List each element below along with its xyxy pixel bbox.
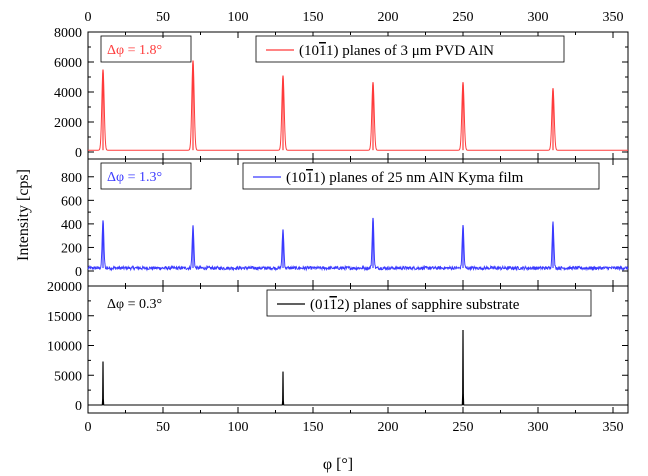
x-axis-label: φ [°] [323,456,353,473]
y-tick-label: 200 [61,241,82,256]
legend-label: (1011) planes of 3 μm PVD AlN [299,43,494,59]
legend-label-part: 1) planes of 25 nm AlN Kyma film [313,170,524,186]
legend-label: (0112) planes of sapphire substrate [310,297,520,313]
y-tick-label: 5000 [54,369,82,384]
series-line-pvd [88,60,628,151]
annotation-box [100,35,192,63]
legend-label-part: 2) planes of sapphire substrate [337,297,520,313]
series-line-kyma [87,217,629,272]
y-tick-label: 20000 [47,280,82,295]
legend-label-part: 1) planes of 3 μm PVD AlN [326,43,494,59]
y-tick-label: 0 [75,146,82,161]
panel-pvd: 0 2000 4000 6000 8000 Δφ = 1.8° (1011) planes … [54,26,629,161]
panel-kyma: 0 200 400 600 800 Δφ = 1.3° (1011) planes of 2… [61,158,629,287]
legend-label-part: (10 [299,43,319,59]
legend-label-part: (10 [286,170,306,186]
y-tick-label: 600 [61,194,82,209]
legend-label-overbar-digit: 1 [306,170,313,186]
x-tick-label-top: 0 [85,10,92,25]
x-tick-label-top: 100 [228,10,249,25]
legend-label-overbar-digit: 1 [329,297,337,313]
y-tick-label: 15000 [47,310,82,325]
y-axis-label: Intensity [cps] [15,169,32,261]
delta-phi-annotation: Δφ = 0.3° [107,297,162,312]
annotation-box [100,162,192,190]
y-tick-label: 4000 [54,86,82,101]
y-tick-label: 2000 [54,116,82,131]
y-tick-label: 0 [75,399,82,414]
x-tick-label-bottom: 100 [228,420,249,435]
delta-phi-annotation: Δφ = 1.3° [107,170,162,185]
y-tick-label: 0 [75,265,82,280]
x-tick-label-top: 150 [303,10,324,25]
x-tick-label-bottom: 300 [528,420,549,435]
legend-box [242,162,600,190]
y-tick-label: 6000 [54,56,82,71]
x-tick-label-top: 50 [156,10,170,25]
x-tick-label-bottom: 150 [303,420,324,435]
x-tick-label-bottom: 350 [603,420,624,435]
x-tick-label-top: 200 [378,10,399,25]
y-tick-label: 400 [61,218,82,233]
x-tick-label-bottom: 0 [85,420,92,435]
y-tick-label: 10000 [47,340,82,355]
x-tick-label-top: 250 [453,10,474,25]
legend-label-part: (01 [310,297,329,313]
panel-frame [87,285,629,414]
y-tick-label: 8000 [54,26,82,41]
y-tick-label: 800 [61,171,82,186]
x-tick-label-top: 300 [528,10,549,25]
delta-phi-annotation: Δφ = 1.8° [107,43,162,58]
x-tick-label-bottom: 200 [378,420,399,435]
panel-sapphire: 0 5000 10000 15000 20000 Δφ = 0.3° (0112) plan… [47,280,629,414]
x-tick-label-top: 350 [603,10,624,25]
legend-box [255,35,565,63]
x-tick-label-bottom: 250 [453,420,474,435]
series-line-sapphire [88,330,628,406]
legend-box [266,289,592,317]
legend-label: (1011) planes of 25 nm AlN Kyma film [286,170,524,186]
legend-label-overbar-digit: 1 [319,43,326,59]
x-tick-label-bottom: 50 [156,420,170,435]
